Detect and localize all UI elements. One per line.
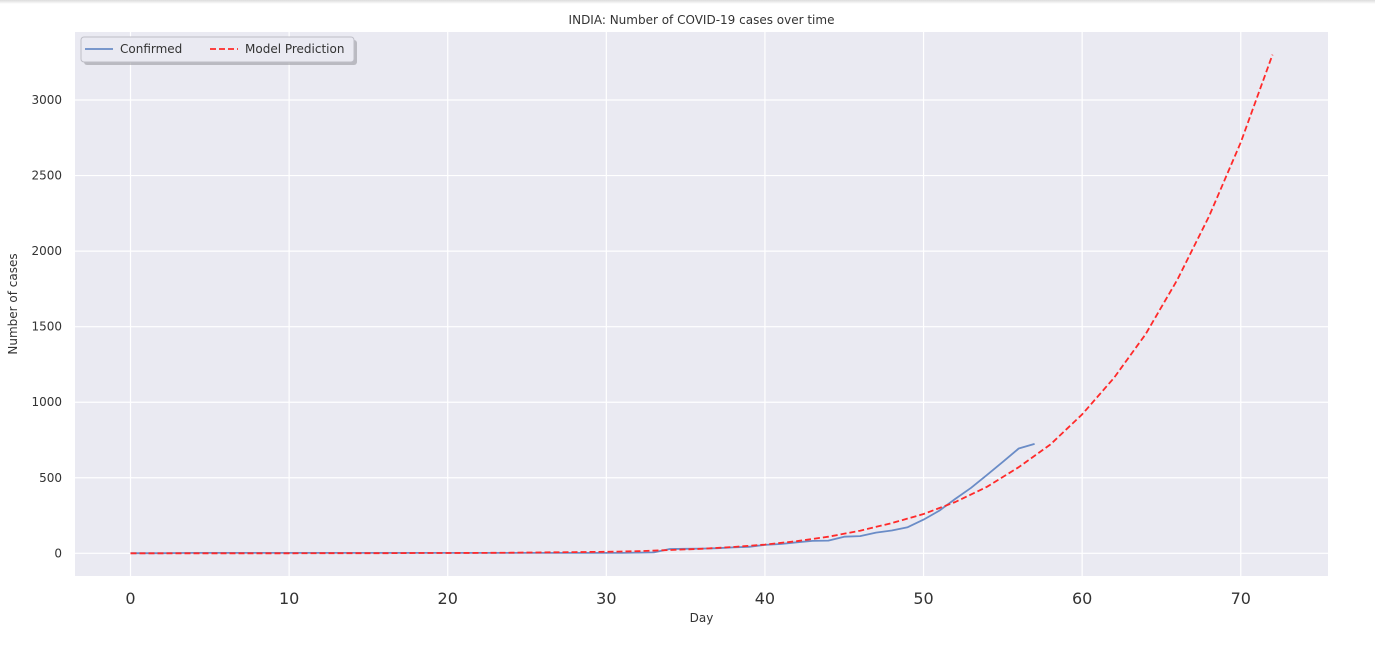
- window-top-shadow: [0, 0, 1375, 4]
- x-tick-label-5: 50: [913, 589, 933, 608]
- legend-label-0: Confirmed: [120, 42, 182, 56]
- y-axis-label: Number of cases: [6, 253, 20, 354]
- x-tick-label-7: 70: [1231, 589, 1251, 608]
- y-tick-label-1: 500: [39, 471, 62, 485]
- legend-label-1: Model Prediction: [245, 42, 344, 56]
- chart-title: INDIA: Number of COVID-19 cases over tim…: [569, 13, 835, 27]
- legend: Confirmed Model Prediction: [80, 36, 357, 65]
- x-tick-label-1: 10: [279, 589, 299, 608]
- x-axis-label: Day: [690, 611, 714, 625]
- series-line-1: [130, 54, 1274, 555]
- x-tick-label-4: 40: [755, 589, 775, 608]
- x-tick-label-6: 60: [1072, 589, 1092, 608]
- legend-box: [80, 36, 355, 63]
- grid-lines: [75, 32, 1328, 576]
- x-tick-label-0: 0: [125, 589, 135, 608]
- y-tick-label-2: 1000: [31, 395, 62, 409]
- series-layer: [130, 54, 1274, 555]
- y-tick-label-0: 0: [54, 546, 62, 560]
- y-tick-labels: 0 500 1000 1500 2000 2500 3000: [31, 93, 62, 560]
- plot-area: [75, 32, 1328, 576]
- y-tick-label-4: 2000: [31, 244, 62, 258]
- y-tick-label-6: 3000: [31, 93, 62, 107]
- y-tick-label-3: 1500: [31, 320, 62, 334]
- x-tick-label-3: 30: [596, 589, 616, 608]
- y-tick-label-5: 2500: [31, 169, 62, 183]
- x-tick-label-2: 20: [438, 589, 458, 608]
- x-tick-labels: 0 10 20 30 40 50 60 70: [125, 589, 1251, 608]
